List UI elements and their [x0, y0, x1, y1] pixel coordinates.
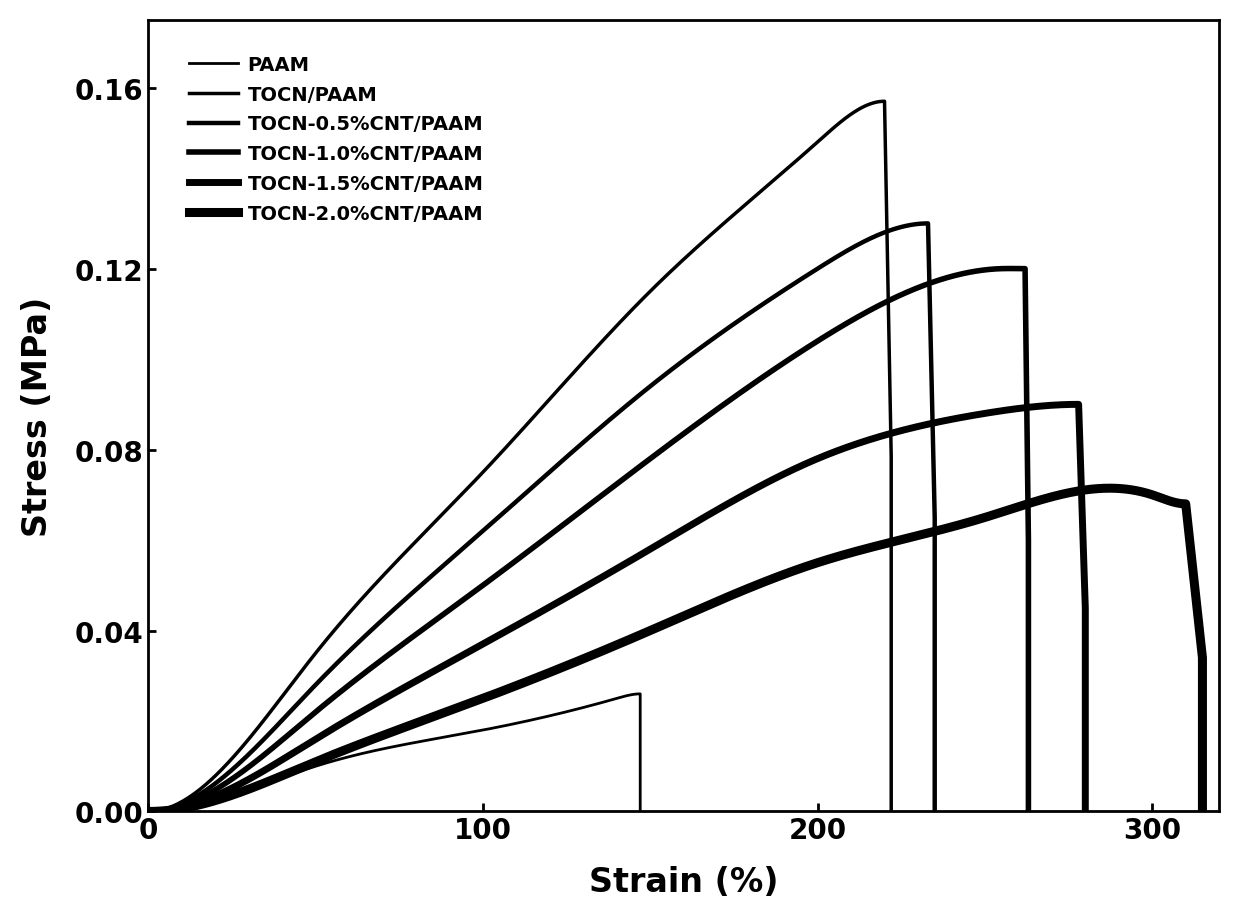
Y-axis label: Stress (MPa): Stress (MPa) — [21, 296, 53, 536]
TOCN-1.0%CNT/PAAM — [758, 370, 773, 381]
TOCN-1.0%CNT/PAAM — [316, 700, 331, 711]
TOCN/PAAM — [467, 475, 482, 486]
Line: PAAM: PAAM — [149, 694, 640, 811]
TOCN-0.5%CNT/PAAM — [691, 345, 706, 356]
TOCN-0.5%CNT/PAAM — [460, 539, 475, 550]
TOCN-1.5%CNT/PAAM — [512, 618, 527, 630]
Line: TOCN-2.0%CNT/PAAM: TOCN-2.0%CNT/PAAM — [149, 489, 1203, 811]
TOCN-1.0%CNT/PAAM — [760, 369, 775, 380]
TOCN-1.0%CNT/PAAM — [491, 569, 506, 580]
TOCN-2.0%CNT/PAAM — [601, 642, 616, 653]
TOCN-1.5%CNT/PAAM — [797, 460, 812, 471]
TOCN-2.0%CNT/PAAM — [556, 662, 570, 673]
TOCN-2.0%CNT/PAAM — [348, 741, 363, 752]
Line: TOCN/PAAM: TOCN/PAAM — [149, 102, 892, 811]
TOCN-0.5%CNT/PAAM — [487, 516, 502, 527]
TOCN-1.0%CNT/PAAM — [500, 562, 515, 573]
Line: TOCN-0.5%CNT/PAAM: TOCN-0.5%CNT/PAAM — [149, 224, 935, 811]
TOCN-1.0%CNT/PAAM — [531, 539, 546, 550]
TOCN/PAAM — [435, 509, 450, 520]
PAAM — [632, 688, 647, 699]
PAAM — [632, 806, 647, 817]
TOCN-0.5%CNT/PAAM — [298, 691, 312, 702]
PAAM — [337, 753, 352, 764]
Line: TOCN-1.5%CNT/PAAM: TOCN-1.5%CNT/PAAM — [149, 405, 1085, 811]
TOCN-1.0%CNT/PAAM — [141, 806, 156, 817]
TOCN-0.5%CNT/PAAM — [141, 806, 156, 817]
TOCN/PAAM — [884, 806, 899, 817]
PAAM — [360, 747, 374, 758]
TOCN-1.5%CNT/PAAM — [141, 806, 156, 817]
TOCN-2.0%CNT/PAAM — [873, 539, 888, 550]
PAAM — [239, 785, 254, 796]
TOCN/PAAM — [658, 271, 673, 282]
TOCN/PAAM — [877, 96, 892, 108]
TOCN-1.0%CNT/PAAM — [1002, 264, 1017, 275]
TOCN-2.0%CNT/PAAM — [1195, 806, 1210, 817]
PAAM — [342, 751, 357, 762]
TOCN/PAAM — [288, 674, 303, 685]
TOCN/PAAM — [141, 806, 156, 817]
TOCN-0.5%CNT/PAAM — [689, 346, 704, 357]
TOCN/PAAM — [443, 502, 458, 513]
Line: TOCN-1.0%CNT/PAAM: TOCN-1.0%CNT/PAAM — [149, 269, 1028, 811]
TOCN-1.5%CNT/PAAM — [1078, 806, 1092, 817]
TOCN-2.0%CNT/PAAM — [565, 658, 580, 669]
PAAM — [489, 722, 503, 733]
TOCN-2.0%CNT/PAAM — [141, 806, 156, 817]
TOCN-1.5%CNT/PAAM — [1071, 400, 1086, 411]
TOCN-1.5%CNT/PAAM — [327, 722, 342, 733]
X-axis label: Strain (%): Strain (%) — [589, 865, 779, 898]
Legend: PAAM, TOCN/PAAM, TOCN-0.5%CNT/PAAM, TOCN-1.0%CNT/PAAM, TOCN-1.5%CNT/PAAM, TOCN-2: PAAM, TOCN/PAAM, TOCN-0.5%CNT/PAAM, TOCN… — [180, 46, 494, 233]
TOCN-1.5%CNT/PAAM — [522, 613, 537, 624]
TOCN/PAAM — [661, 269, 676, 280]
TOCN-2.0%CNT/PAAM — [1101, 483, 1116, 494]
TOCN-1.5%CNT/PAAM — [795, 460, 810, 471]
TOCN-1.0%CNT/PAAM — [1021, 806, 1035, 817]
TOCN-0.5%CNT/PAAM — [928, 806, 942, 817]
PAAM — [487, 722, 502, 733]
TOCN-0.5%CNT/PAAM — [920, 219, 935, 230]
TOCN-1.5%CNT/PAAM — [554, 595, 569, 606]
TOCN-0.5%CNT/PAAM — [453, 546, 467, 557]
PAAM — [141, 806, 156, 817]
TOCN-2.0%CNT/PAAM — [870, 540, 885, 551]
